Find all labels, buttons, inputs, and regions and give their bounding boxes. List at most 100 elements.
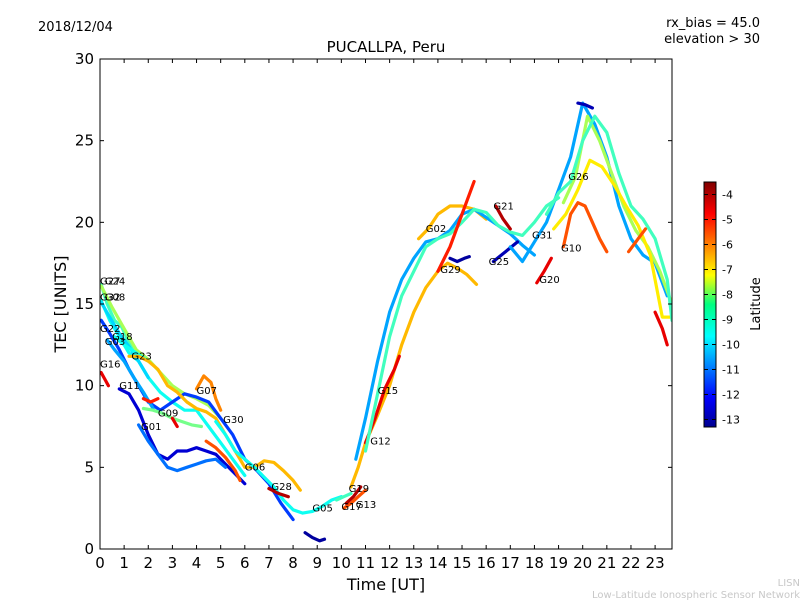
x-tick-label: 12 (380, 554, 399, 572)
series-g10-line (363, 196, 561, 453)
satellite-label: G08 (105, 293, 125, 304)
series-g27-line (100, 282, 138, 358)
satellite-label: G03 (105, 337, 125, 348)
satellite-label: G31 (532, 231, 552, 242)
elevation-label: elevation > 30 (664, 32, 760, 47)
satellite-label: G05 (312, 503, 332, 514)
series-g31c-line (626, 227, 648, 254)
series-g29b-line (448, 255, 471, 264)
colorbar-tick-label: -4 (722, 189, 733, 202)
y-tick-label: 25 (75, 132, 94, 150)
colorbar-ticks: -4 -5 -6 -7 -8 -9 -10 -11 -12 -13 (704, 189, 740, 427)
colorbar-tick-label: -9 (722, 314, 733, 327)
x-tick-label: 6 (240, 554, 250, 572)
satellite-label: G15 (378, 386, 398, 397)
satellite-label: G32 (100, 293, 120, 304)
x-tick-label: 21 (597, 554, 616, 572)
colorbar-tick-label: -12 (722, 389, 740, 402)
y-tick-label: 0 (84, 540, 94, 558)
series-g29-line (354, 207, 537, 461)
y-tick-label: 5 (84, 458, 94, 476)
satellite-label: G29 (440, 265, 460, 276)
y-tick-label: 30 (75, 50, 94, 68)
x-tick-label: 17 (501, 554, 520, 572)
x-axis: 0 1 2 3 4 5 6 7 8 9 10 11 12 13 14 15 16 17 18 19 20 21 22 23 (95, 59, 665, 572)
series-g26c-line (544, 114, 672, 322)
x-tick-label: 22 (621, 554, 640, 572)
series-g32-line (100, 299, 247, 478)
y-axis-label: TEC [UNITS] (51, 256, 70, 354)
colorbar-tick-label: -6 (722, 239, 733, 252)
series-g25-line (491, 240, 520, 264)
x-tick-label: 10 (332, 554, 351, 572)
x-tick-label: 14 (428, 554, 447, 572)
x-tick-label: 15 (452, 554, 471, 572)
x-tick-label: 4 (192, 554, 202, 572)
colorbar-tick-label: -13 (722, 414, 740, 427)
satellite-label: G26 (568, 172, 588, 183)
satellite-label: G18 (112, 332, 132, 343)
x-tick-label: 5 (216, 554, 226, 572)
x-tick-label: 13 (404, 554, 423, 572)
series-g10b-line (561, 201, 609, 254)
x-tick-label: 16 (477, 554, 496, 572)
colorbar-tick-label: -5 (722, 214, 733, 227)
satellite-label: G28 (271, 482, 291, 493)
x-tick-label: 1 (119, 554, 129, 572)
org-long-label: Low-Latitude Ionospheric Sensor Network (592, 590, 800, 600)
x-tick-label: 8 (288, 554, 298, 572)
series-g17-line (344, 485, 363, 505)
series-g12-line (349, 261, 479, 489)
rx-bias-label: rx_bias = 45.0 (666, 16, 760, 31)
satellite-label: G24 (105, 276, 125, 287)
x-tick-label: 0 (95, 554, 105, 572)
chart-title: PUCALLPA, Peru (327, 38, 446, 56)
x-tick-label: 23 (646, 554, 665, 572)
series-g07-line (194, 374, 223, 412)
series-g03-line (105, 338, 155, 411)
y-tick-label: 10 (75, 377, 94, 395)
series-g19-line (334, 491, 353, 502)
series-g26b-line (552, 158, 672, 319)
y-tick-label: 15 (75, 295, 94, 313)
series-g06-line (204, 439, 242, 482)
series-g01-line (137, 423, 228, 473)
satellite-label: G20 (539, 275, 559, 286)
x-tick-label: 18 (525, 554, 544, 572)
colorbar (703, 181, 717, 428)
x-tick-label: 7 (264, 554, 274, 572)
series-g09b-line (170, 416, 179, 429)
colorbar-tick-label: -11 (722, 364, 740, 377)
colorbar-tick-label: -10 (722, 339, 740, 352)
series-g28-line (267, 487, 290, 499)
satellite-label: G10 (561, 244, 581, 255)
series-g21-line (494, 204, 512, 231)
series-g23-line (127, 354, 302, 492)
satellite-label: G30 (223, 415, 243, 426)
satellite-label: G07 (197, 386, 217, 397)
satellite-label: G21 (493, 201, 513, 212)
satellite-label: G12 (370, 437, 390, 448)
series-g20-line (535, 256, 553, 285)
satellite-label: G09 (158, 409, 178, 420)
series-g31-line (508, 101, 669, 298)
series-g11b-line (141, 397, 160, 404)
satellite-label: G01 (141, 422, 161, 433)
satellite-label: G16 (100, 360, 120, 371)
satellite-label: G02 (426, 224, 446, 235)
series-g16-line (100, 371, 111, 388)
x-tick-label: 2 (143, 554, 153, 572)
y-tick-label: 20 (75, 213, 94, 231)
satellite-label: G13 (356, 500, 376, 511)
series-g31b-line (576, 101, 595, 110)
colorbar-tick-label: -8 (722, 289, 733, 302)
satellite-label: G22 (100, 324, 120, 335)
x-tick-label: 3 (168, 554, 178, 572)
series-g08-line (100, 300, 150, 380)
org-short-label: LISN (778, 578, 800, 589)
y-axis: 0 5 10 15 20 25 30 (75, 50, 672, 558)
colorbar-tick-label: -7 (722, 264, 733, 277)
colorbar-label: Latitude (749, 277, 764, 331)
